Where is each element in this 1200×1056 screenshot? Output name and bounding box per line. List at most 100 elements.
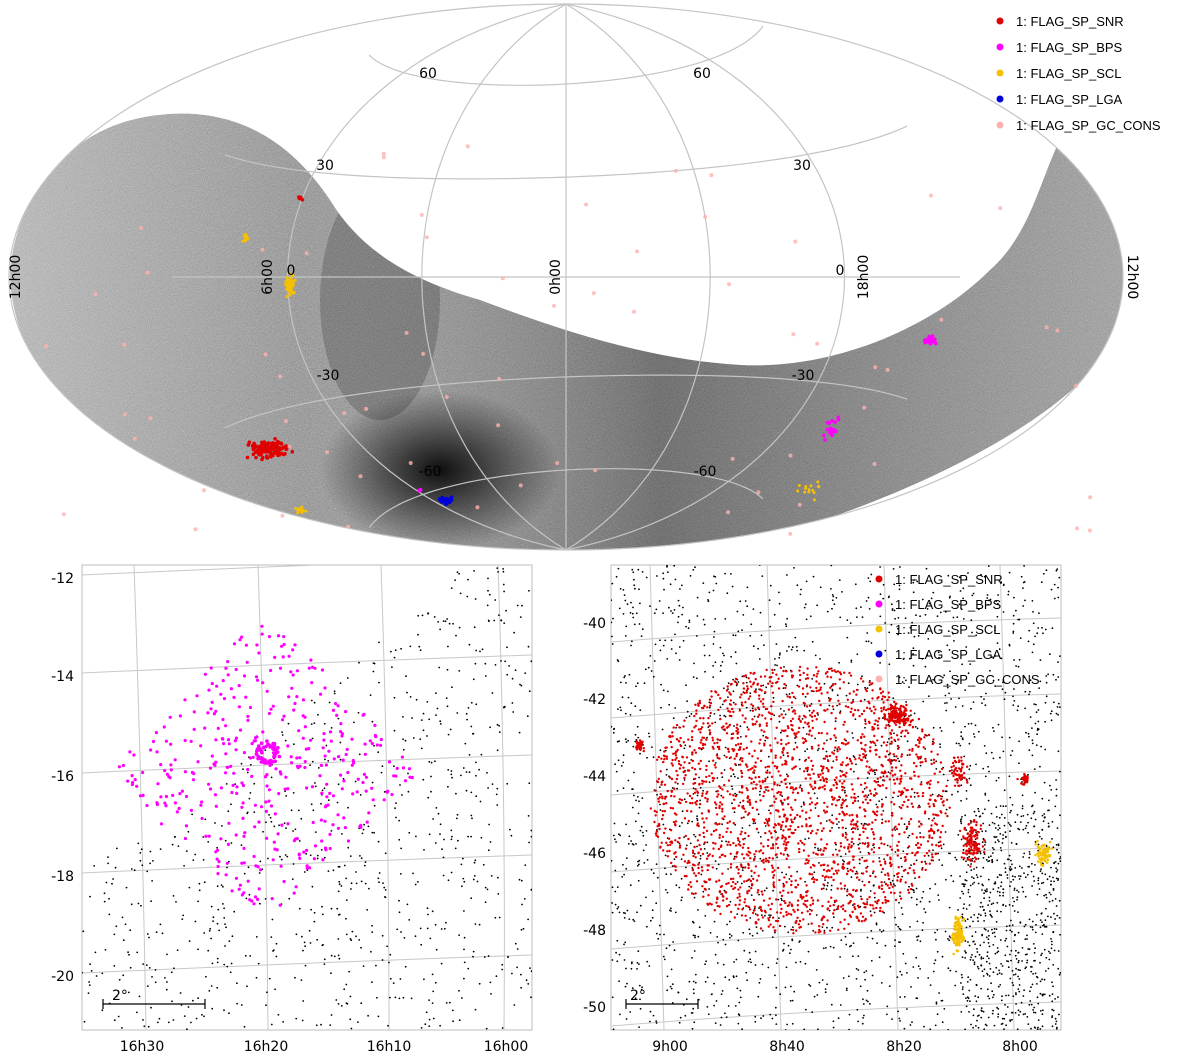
background-point (915, 859, 918, 862)
background-point (436, 707, 439, 710)
background-point (843, 860, 845, 863)
background-point (829, 945, 832, 948)
background-point (327, 870, 330, 872)
background-point (911, 1021, 913, 1023)
background-point (706, 976, 709, 979)
background-point (670, 987, 673, 990)
background-point (399, 784, 401, 786)
background-point (88, 984, 91, 986)
background-point (441, 848, 443, 851)
background-point (975, 763, 977, 766)
flag-point-bps (307, 747, 311, 751)
background-point (831, 688, 834, 691)
background-point (696, 815, 698, 818)
background-point (692, 980, 695, 983)
background-point (138, 995, 141, 998)
flag-point-scl (285, 295, 289, 299)
background-point (1011, 981, 1014, 984)
background-point (758, 658, 761, 660)
background-point (192, 859, 195, 861)
flag-point-snr (785, 786, 789, 789)
background-point (1053, 861, 1056, 864)
background-point (101, 972, 104, 975)
background-point (463, 948, 465, 951)
background-point (439, 833, 441, 835)
background-point (808, 709, 811, 712)
background-point (377, 877, 380, 880)
flag-point-snr (826, 675, 829, 678)
background-point (406, 903, 409, 906)
background-point (866, 901, 868, 903)
background-point (972, 1014, 975, 1017)
background-point (1051, 1000, 1054, 1003)
background-point (470, 814, 473, 817)
background-point (758, 981, 761, 984)
background-point (683, 836, 685, 838)
background-point (994, 935, 996, 938)
background-point (224, 945, 226, 947)
flag-point-bps (269, 758, 273, 763)
background-point (735, 975, 738, 978)
background-point (491, 783, 494, 785)
background-point (830, 889, 833, 891)
background-point (898, 927, 901, 930)
background-point (520, 986, 522, 989)
background-point (502, 583, 505, 586)
background-point (741, 629, 743, 632)
background-point (882, 929, 885, 932)
background-point (353, 721, 355, 724)
flag-point-gc-cons (424, 235, 429, 240)
background-point (635, 843, 637, 845)
background-point (617, 567, 620, 570)
background-point (893, 755, 896, 758)
background-point (530, 829, 532, 832)
background-point (298, 840, 301, 842)
background-point (1017, 975, 1019, 978)
background-point (155, 931, 158, 934)
flag-point-snr (818, 699, 821, 703)
flag-point-snr (827, 876, 830, 879)
background-point (471, 817, 473, 820)
flag-point-bps (822, 433, 826, 438)
background-point (129, 966, 132, 969)
flag-point-snr (750, 887, 753, 890)
background-point (1032, 643, 1035, 646)
flag-point-snr (944, 812, 947, 815)
background-point (619, 706, 622, 709)
background-point (509, 828, 511, 831)
flag-point-snr (865, 870, 868, 873)
background-point (1031, 966, 1033, 968)
background-point (1028, 735, 1030, 738)
flag-point-snr (811, 711, 814, 714)
flag-point-bps (184, 824, 188, 828)
background-point (969, 1000, 971, 1003)
background-point (712, 589, 715, 592)
background-point (862, 1017, 864, 1019)
flag-point-bps (351, 792, 355, 796)
flag-point-snr (895, 827, 899, 831)
background-point (210, 905, 213, 908)
background-point (270, 776, 273, 779)
background-point (1044, 873, 1047, 876)
background-point (1035, 744, 1038, 746)
flag-point-bps (293, 701, 297, 706)
flag-point-snr (767, 789, 770, 792)
background-point (641, 986, 643, 989)
background-point (655, 863, 658, 866)
flag-point-snr (718, 804, 721, 808)
flag-point-snr (903, 787, 906, 790)
background-point (272, 950, 274, 952)
flag-point-bps (336, 704, 340, 708)
background-point (1022, 815, 1025, 817)
background-point (688, 980, 691, 983)
background-point (1013, 688, 1015, 690)
dec-label-30-left: 30 (316, 158, 334, 174)
background-point (1024, 923, 1027, 926)
background-point (1020, 815, 1023, 818)
flag-point-bps (255, 678, 260, 682)
background-point (965, 1005, 968, 1008)
flag-point-bps (363, 742, 367, 746)
background-point (240, 762, 243, 765)
dec-grid-line (82, 954, 532, 974)
background-point (452, 622, 454, 625)
